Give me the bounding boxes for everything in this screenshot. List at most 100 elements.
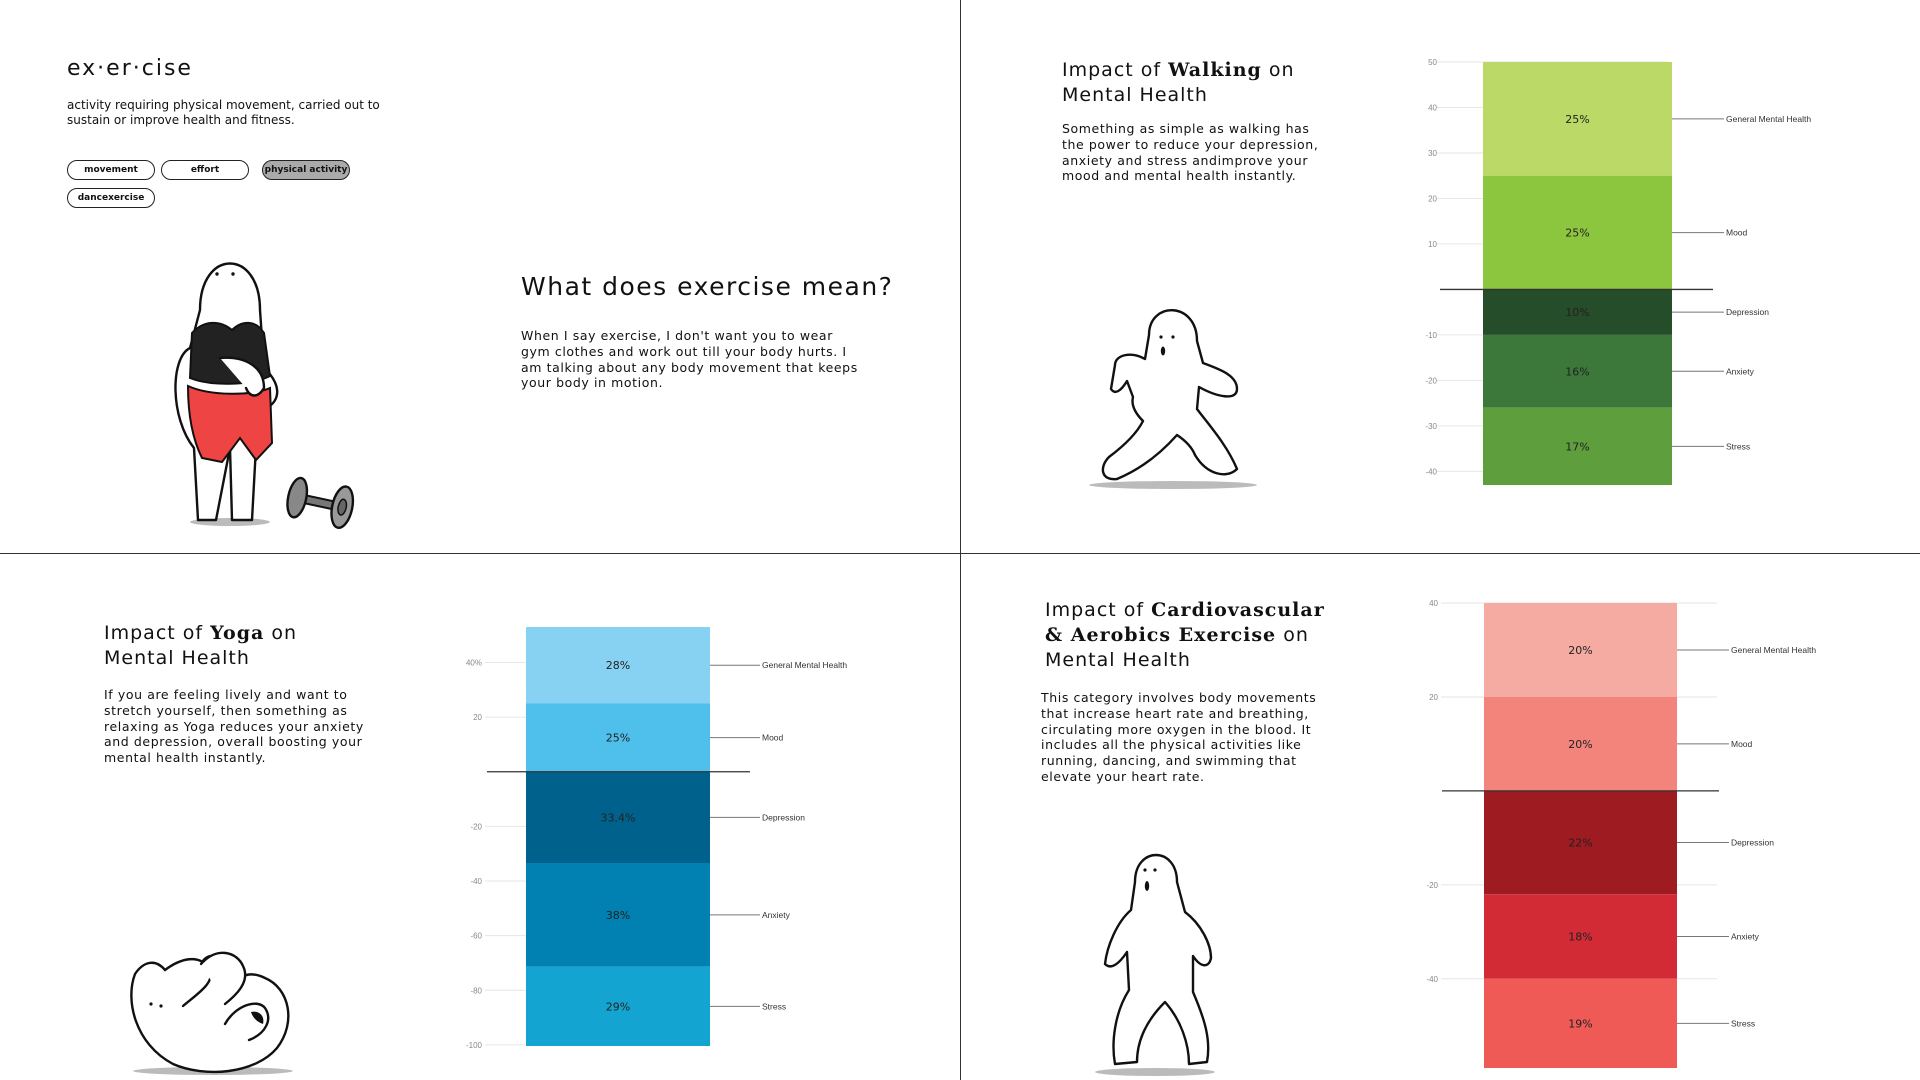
cardio-chart: 40 20 -20 -40 20% General Mental Health 20% Moo… (1426, 599, 1816, 1068)
bar-segment-anxiety (1483, 334, 1672, 408)
bar-segment-depression (526, 771, 710, 863)
yoga-title-prefix: Impact of (104, 622, 204, 644)
data-label: 33.4% (601, 811, 636, 824)
category-label: Mood (1731, 739, 1753, 749)
y-tick-label: -80 (470, 986, 482, 995)
data-label: 17% (1565, 440, 1589, 453)
y-tick-label: -40 (1426, 975, 1438, 984)
dancing-character-illustration (1095, 854, 1215, 1076)
y-tick-label: -10 (1425, 331, 1437, 340)
tag-effort[interactable]: effort (161, 160, 249, 180)
walking-title-suffix: on (1268, 59, 1295, 81)
bar-segment-stress (1483, 407, 1672, 485)
data-label: 38% (606, 909, 630, 922)
y-tick-label: 20 (1429, 693, 1438, 702)
data-label: 25% (606, 732, 630, 745)
bar-segment-mood (1483, 175, 1672, 290)
definition-text: activity requiring physical movement, ca… (67, 98, 380, 127)
cardio-title-suffix: on (1283, 624, 1309, 646)
data-label: 16% (1565, 365, 1589, 378)
category-label: Stress (1726, 441, 1750, 451)
cardio-title-bold2: & Aerobics Exercise (1045, 624, 1277, 646)
y-tick-label: 40 (1428, 103, 1437, 112)
y-tick-label: 50 (1428, 58, 1437, 67)
category-label: Depression (1731, 838, 1774, 848)
category-label: General Mental Health (1726, 114, 1811, 124)
walking-title-line2: Mental Health (1062, 84, 1208, 106)
y-tick-label: -40 (1425, 467, 1437, 476)
walking-title-prefix: Impact of (1062, 59, 1162, 81)
category-label: General Mental Health (1731, 645, 1816, 655)
walking-panel: Impact of Walking on Mental Health Somet… (961, 0, 1920, 553)
walking-description: Something as simple as walking has the p… (1062, 121, 1319, 184)
bar-segment-depression (1483, 289, 1672, 335)
y-tick-label: -100 (466, 1041, 483, 1050)
y-tick-label: -30 (1425, 422, 1437, 431)
data-label: 29% (606, 1000, 630, 1013)
category-label: Mood (762, 733, 784, 743)
y-tick-label: -60 (470, 932, 482, 941)
category-label: Anxiety (762, 910, 791, 920)
cardio-panel: Impact of Cardiovascular & Aerobics Exer… (961, 554, 1920, 1080)
yoga-title: Impact of Yoga on Mental Health (104, 621, 297, 671)
yoga-title-bold: Yoga (210, 622, 265, 644)
cardio-title-line3: Mental Health (1045, 649, 1191, 671)
y-tick-label: -20 (470, 822, 482, 831)
yoga-character-illustration (130, 951, 293, 1075)
yoga-chart: 40% 20 -20 -40 -60 -80 -100 28% General Mental H… (466, 627, 847, 1050)
yoga-panel: Impact of Yoga on Mental Health If you a… (0, 554, 960, 1080)
y-tick-label: -20 (1425, 376, 1437, 385)
y-tick-label: 40% (466, 659, 482, 668)
dumbbell-icon (286, 476, 355, 530)
y-tick-label: 10 (1428, 240, 1437, 249)
walking-title-bold: Walking (1168, 59, 1262, 81)
question-heading: What does exercise mean? (521, 272, 894, 301)
definition-panel: ex·er·cise activity requiring physical m… (0, 0, 960, 553)
category-label: Mood (1726, 228, 1748, 238)
data-label: 18% (1568, 930, 1592, 943)
y-tick-label: 20 (1428, 194, 1437, 203)
bar-segment-stress (526, 966, 710, 1046)
bar-segment-general-mental-health (1484, 603, 1677, 697)
y-tick-label: 20 (473, 713, 482, 722)
walking-chart: 50 40 30 20 10 -10 -20 -30 -40 25% General Mental … (1425, 58, 1811, 485)
answer-text: When I say exercise, I don't want you to… (521, 328, 858, 391)
yoga-title-line2: Mental Health (104, 647, 250, 669)
bar-segment-mood (526, 703, 710, 772)
standing-character-illustration (174, 262, 355, 530)
data-label: 25% (1565, 227, 1589, 240)
horizontal-divider (0, 553, 1920, 554)
cardio-title: Impact of Cardiovascular & Aerobics Exer… (1045, 598, 1325, 673)
bar-segment-general-mental-health (526, 627, 710, 704)
category-label: Stress (1731, 1018, 1755, 1028)
tag-dancexercise[interactable]: dancexercise (67, 188, 155, 208)
data-label: 10% (1565, 306, 1589, 319)
y-tick-label: 40 (1429, 599, 1438, 608)
data-label: 20% (1568, 644, 1592, 657)
tag-movement[interactable]: movement (67, 160, 155, 180)
data-label: 22% (1568, 837, 1592, 850)
y-tick-label: 30 (1428, 149, 1437, 158)
data-label: 28% (606, 659, 630, 672)
yoga-title-suffix: on (271, 622, 298, 644)
category-label: General Mental Health (762, 660, 847, 670)
cardio-description: This category involves body movements th… (1041, 690, 1317, 784)
category-label: Anxiety (1726, 366, 1755, 376)
cardio-title-bold: Cardiovascular (1151, 599, 1325, 621)
category-label: Depression (1726, 307, 1769, 317)
vertical-divider (960, 0, 961, 1080)
data-label: 20% (1568, 738, 1592, 751)
bar-segment-depression (1484, 790, 1677, 895)
category-label: Stress (762, 1001, 786, 1011)
data-label: 19% (1568, 1017, 1592, 1030)
word-heading: ex·er·cise (67, 56, 193, 81)
bar-segment-general-mental-health (1483, 62, 1672, 176)
walking-title: Impact of Walking on Mental Health (1062, 58, 1295, 108)
tag-physical-activity[interactable]: physical activity (262, 160, 350, 180)
data-label: 25% (1565, 113, 1589, 126)
bar-segment-mood (1484, 696, 1677, 791)
category-label: Depression (762, 812, 805, 822)
y-tick-label: -40 (470, 877, 482, 886)
bar-segment-anxiety (526, 862, 710, 967)
